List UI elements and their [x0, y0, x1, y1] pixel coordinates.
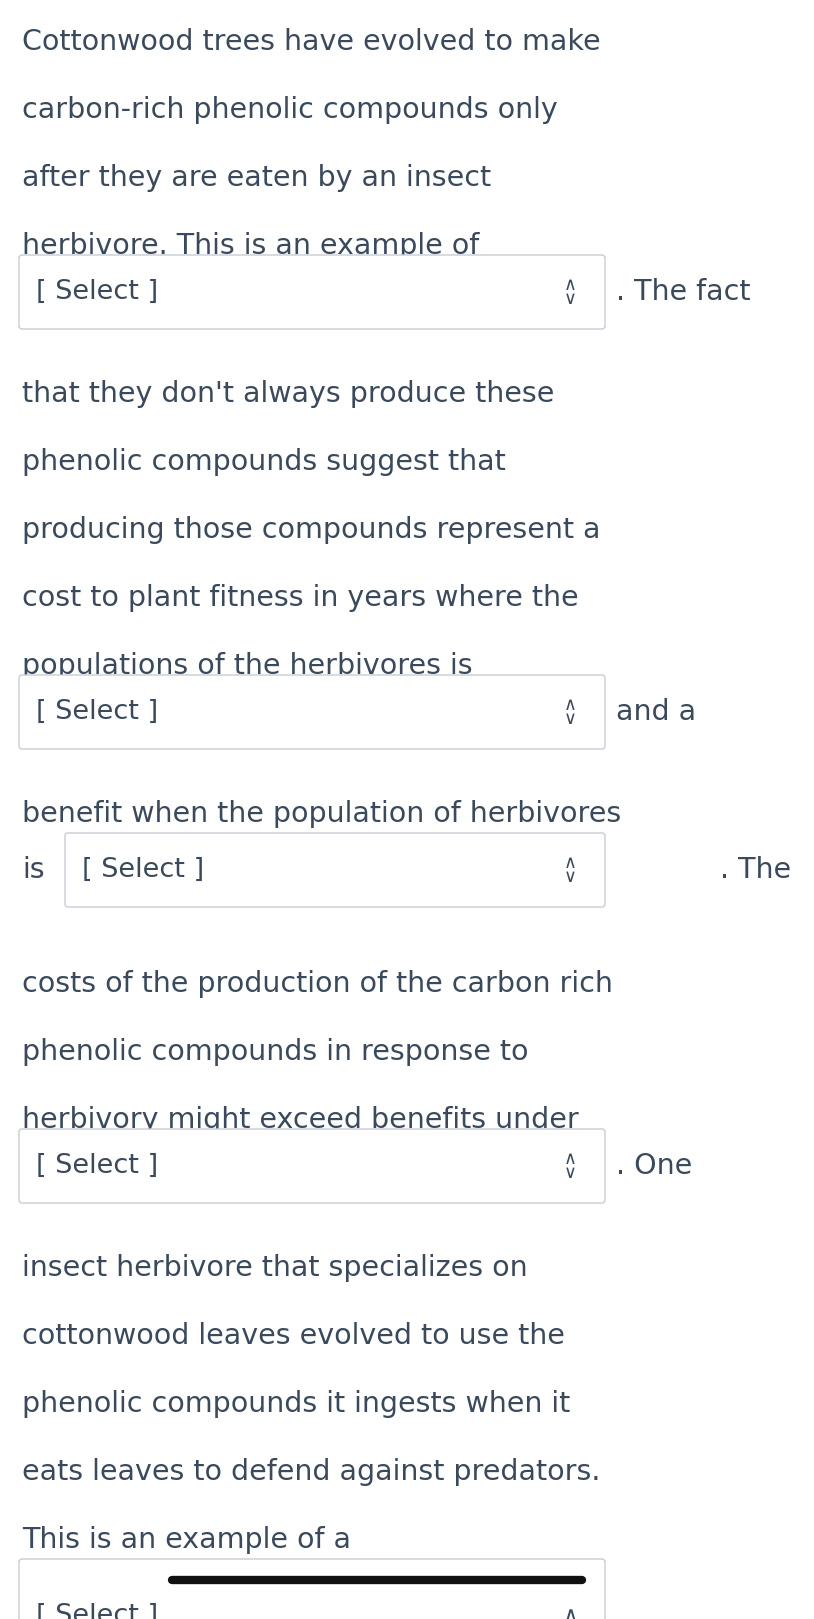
- Text: phenolic compounds suggest that: phenolic compounds suggest that: [22, 448, 505, 476]
- Text: herbivore. This is an example of: herbivore. This is an example of: [22, 232, 479, 261]
- Text: ∧: ∧: [563, 275, 576, 295]
- Text: ∨: ∨: [563, 1164, 576, 1182]
- Text: that they don't always produce these: that they don't always produce these: [22, 380, 554, 408]
- Text: insect herbivore that specializes on: insect herbivore that specializes on: [22, 1255, 527, 1282]
- FancyBboxPatch shape: [19, 675, 605, 750]
- Text: herbivory might exceed benefits under: herbivory might exceed benefits under: [22, 1106, 579, 1133]
- Text: . The fact: . The fact: [616, 278, 751, 306]
- Text: ∨: ∨: [563, 868, 576, 886]
- Text: after they are eaten by an insect: after they are eaten by an insect: [22, 164, 491, 193]
- Text: producing those compounds represent a: producing those compounds represent a: [22, 516, 601, 544]
- FancyBboxPatch shape: [19, 1128, 605, 1203]
- FancyBboxPatch shape: [19, 1559, 605, 1619]
- Text: carbon-rich phenolic compounds only: carbon-rich phenolic compounds only: [22, 96, 558, 125]
- Text: and a: and a: [616, 698, 696, 725]
- Text: ∧: ∧: [563, 696, 576, 714]
- Text: [ Select ]: [ Select ]: [36, 278, 158, 304]
- Text: cottonwood leaves evolved to use the: cottonwood leaves evolved to use the: [22, 1323, 565, 1350]
- Text: cost to plant fitness in years where the: cost to plant fitness in years where the: [22, 584, 579, 612]
- Text: ∧: ∧: [563, 1149, 576, 1167]
- Text: costs of the production of the carbon rich: costs of the production of the carbon ri…: [22, 970, 613, 997]
- Text: eats leaves to defend against predators.: eats leaves to defend against predators.: [22, 1459, 601, 1486]
- FancyBboxPatch shape: [65, 834, 605, 907]
- Text: ∨: ∨: [563, 290, 576, 308]
- Text: . The: . The: [720, 856, 791, 884]
- Text: [ Select ]: [ Select ]: [36, 1153, 158, 1179]
- Text: [ Select ]: [ Select ]: [36, 1603, 158, 1619]
- Text: benefit when the population of herbivores: benefit when the population of herbivore…: [22, 800, 621, 827]
- Text: phenolic compounds in response to: phenolic compounds in response to: [22, 1038, 528, 1065]
- Text: is: is: [22, 856, 45, 884]
- Text: ∧: ∧: [562, 1606, 578, 1619]
- Text: This is an example of a: This is an example of a: [22, 1527, 351, 1554]
- Text: Cottonwood trees have evolved to make: Cottonwood trees have evolved to make: [22, 28, 601, 57]
- Text: ∧: ∧: [563, 853, 576, 873]
- Text: . One: . One: [616, 1153, 692, 1180]
- Text: ∨: ∨: [563, 711, 576, 729]
- Text: phenolic compounds it ingests when it: phenolic compounds it ingests when it: [22, 1391, 571, 1418]
- Text: [ Select ]: [ Select ]: [82, 856, 204, 882]
- Text: populations of the herbivores is: populations of the herbivores is: [22, 652, 473, 680]
- Text: [ Select ]: [ Select ]: [36, 699, 158, 725]
- FancyBboxPatch shape: [19, 256, 605, 329]
